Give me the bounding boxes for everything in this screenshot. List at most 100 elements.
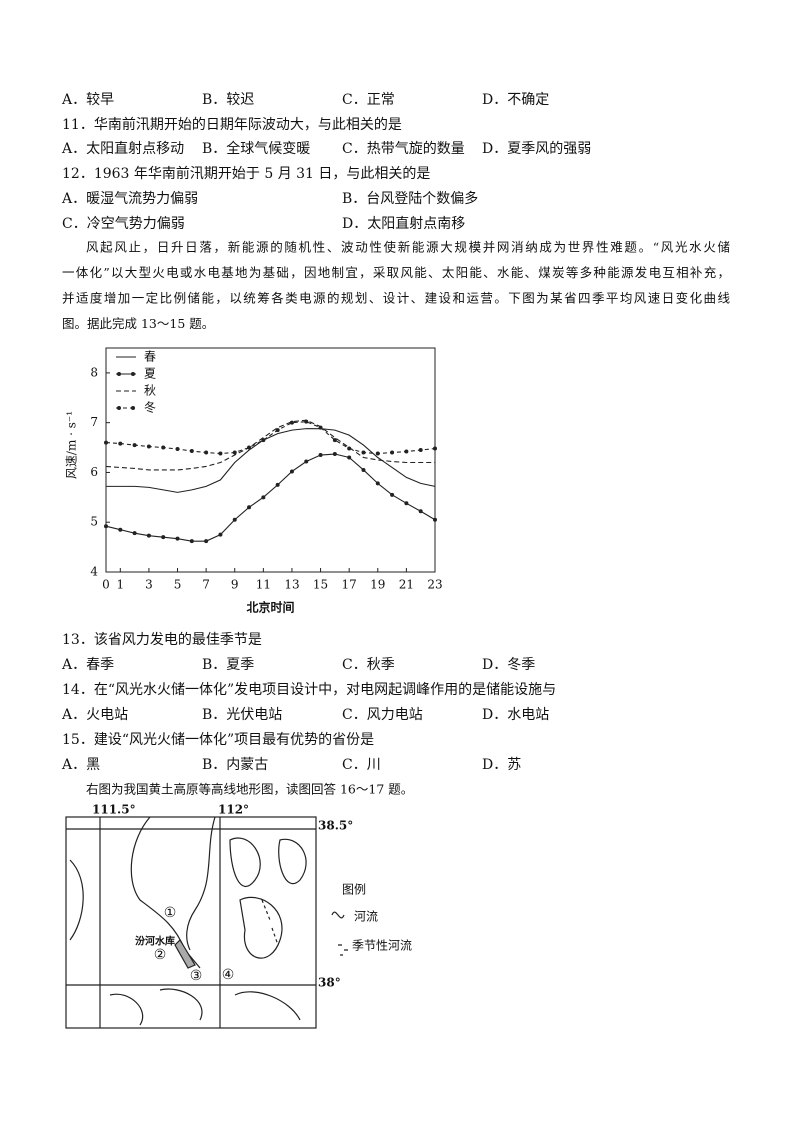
point [218, 532, 223, 537]
option: B．内蒙古 [202, 757, 268, 773]
x-tick-label: 23 [427, 578, 442, 592]
legend-dot [117, 406, 121, 410]
option: D．水电站 [482, 707, 549, 723]
option: B．较迟 [202, 92, 254, 108]
y-tick-label: 4 [90, 565, 98, 579]
legend-dot [117, 372, 121, 376]
point [361, 450, 366, 455]
point [433, 517, 437, 522]
point [104, 524, 108, 529]
point [189, 539, 194, 544]
point [204, 539, 209, 544]
x-tick-label: 17 [342, 578, 357, 592]
x-axis-label: 北京时间 [246, 600, 294, 615]
lon-label: 111.5° [92, 803, 136, 817]
point [175, 447, 180, 452]
option: C．冷空气势力偏弱 [62, 216, 185, 232]
point [390, 492, 395, 497]
point [175, 536, 180, 541]
passage-line: 并适度增加一定比例储能，以统筹各类电源的规划、设计、建设和运营。下图为某省四季平… [62, 291, 730, 306]
legend-dot [131, 372, 135, 376]
point-label: ① [164, 905, 177, 921]
point [433, 446, 437, 451]
x-tick-label: 7 [202, 578, 210, 592]
lon-label: 112° [218, 803, 249, 817]
question: 15．建设“风光火储一体化”项目最有优势的省份是 [62, 732, 374, 748]
x-tick-label: 5 [174, 578, 182, 592]
series-line [105, 419, 435, 471]
point [218, 451, 223, 456]
option: B．光伏电站 [202, 707, 282, 723]
option: C．风力电站 [342, 707, 423, 723]
question: 12．1963 年华南前汛期开始于 5 月 31 日，与此相关的是 [62, 165, 430, 182]
option: D．太阳直射点南移 [342, 215, 465, 232]
y-tick-label: 8 [90, 365, 98, 379]
y-tick-label: 7 [90, 415, 98, 429]
point [304, 419, 309, 424]
legend-item: 季节性河流 [352, 939, 412, 953]
point [332, 438, 337, 443]
option: B．夏季 [202, 657, 254, 673]
point [375, 481, 380, 486]
legend-label: 冬 [144, 400, 156, 415]
option: B．台风登陆个数偏多 [342, 190, 478, 207]
intro: 右图为我国黄土高原等高线地形图，读图回答 16～17 题。 [86, 782, 413, 797]
point [232, 517, 237, 522]
lat-label: 38° [318, 976, 341, 990]
x-tick-label: 13 [284, 578, 299, 592]
point [132, 443, 137, 448]
question: 14．在“风光水火储一体化”发电项目设计中，对电网起调峰作用的是储能设施与 [62, 682, 556, 698]
point [289, 420, 294, 425]
x-tick-label: 11 [256, 578, 271, 592]
option: D．冬季 [482, 657, 535, 673]
legend-dot [131, 406, 135, 410]
option: A．黑 [61, 757, 100, 773]
x-tick-label: 9 [231, 578, 239, 592]
passage-line: 一体化”以大型火电或水电基地为基础，因地制宜，采取风能、太阳能、水能、煤炭等多种… [62, 265, 730, 280]
point [418, 509, 423, 514]
point [289, 469, 294, 474]
legend-item: 河流 [354, 910, 378, 924]
point [318, 453, 323, 458]
option: C．热带气旋的数量 [342, 141, 465, 157]
series-line [106, 428, 436, 493]
option: A．春季 [61, 657, 114, 673]
x-tick-label: 15 [313, 578, 328, 592]
passage-line: 图。据此完成 13～15 题。 [62, 316, 214, 331]
point-label: ③ [190, 968, 203, 984]
point [390, 450, 395, 455]
point [404, 501, 409, 506]
y-tick-label: 5 [90, 515, 98, 529]
point [161, 445, 166, 450]
option: C．正常 [342, 92, 395, 108]
plot-frame [105, 347, 436, 573]
option: D．夏季风的强弱 [482, 141, 591, 157]
point [104, 440, 108, 445]
option: D．苏 [482, 757, 521, 773]
point [275, 482, 280, 487]
point [361, 467, 366, 472]
point [418, 448, 423, 453]
option: A．太阳直射点移动 [61, 140, 184, 157]
lat-label: 38.5° [318, 819, 353, 833]
point [189, 449, 194, 454]
legend-label: 春 [144, 350, 156, 364]
option: C．川 [342, 757, 381, 773]
series-line [105, 453, 436, 542]
option: D．不确定 [482, 92, 549, 108]
option: B．全球气候变暖 [202, 140, 310, 157]
x-tick-label: 19 [370, 578, 385, 592]
point [118, 441, 123, 446]
question: 13．该省风力发电的最佳季节是 [62, 632, 262, 648]
point [204, 450, 209, 455]
x-tick-label: 0 [102, 578, 110, 592]
x-tick-label: 3 [145, 578, 153, 592]
point [332, 452, 337, 457]
x-tick-label: 1 [116, 578, 124, 592]
point [261, 438, 266, 443]
option: A．火电站 [61, 707, 128, 723]
point [146, 444, 151, 449]
point-label: ④ [222, 967, 235, 983]
legend-label: 秋 [144, 384, 156, 398]
point [118, 527, 123, 532]
